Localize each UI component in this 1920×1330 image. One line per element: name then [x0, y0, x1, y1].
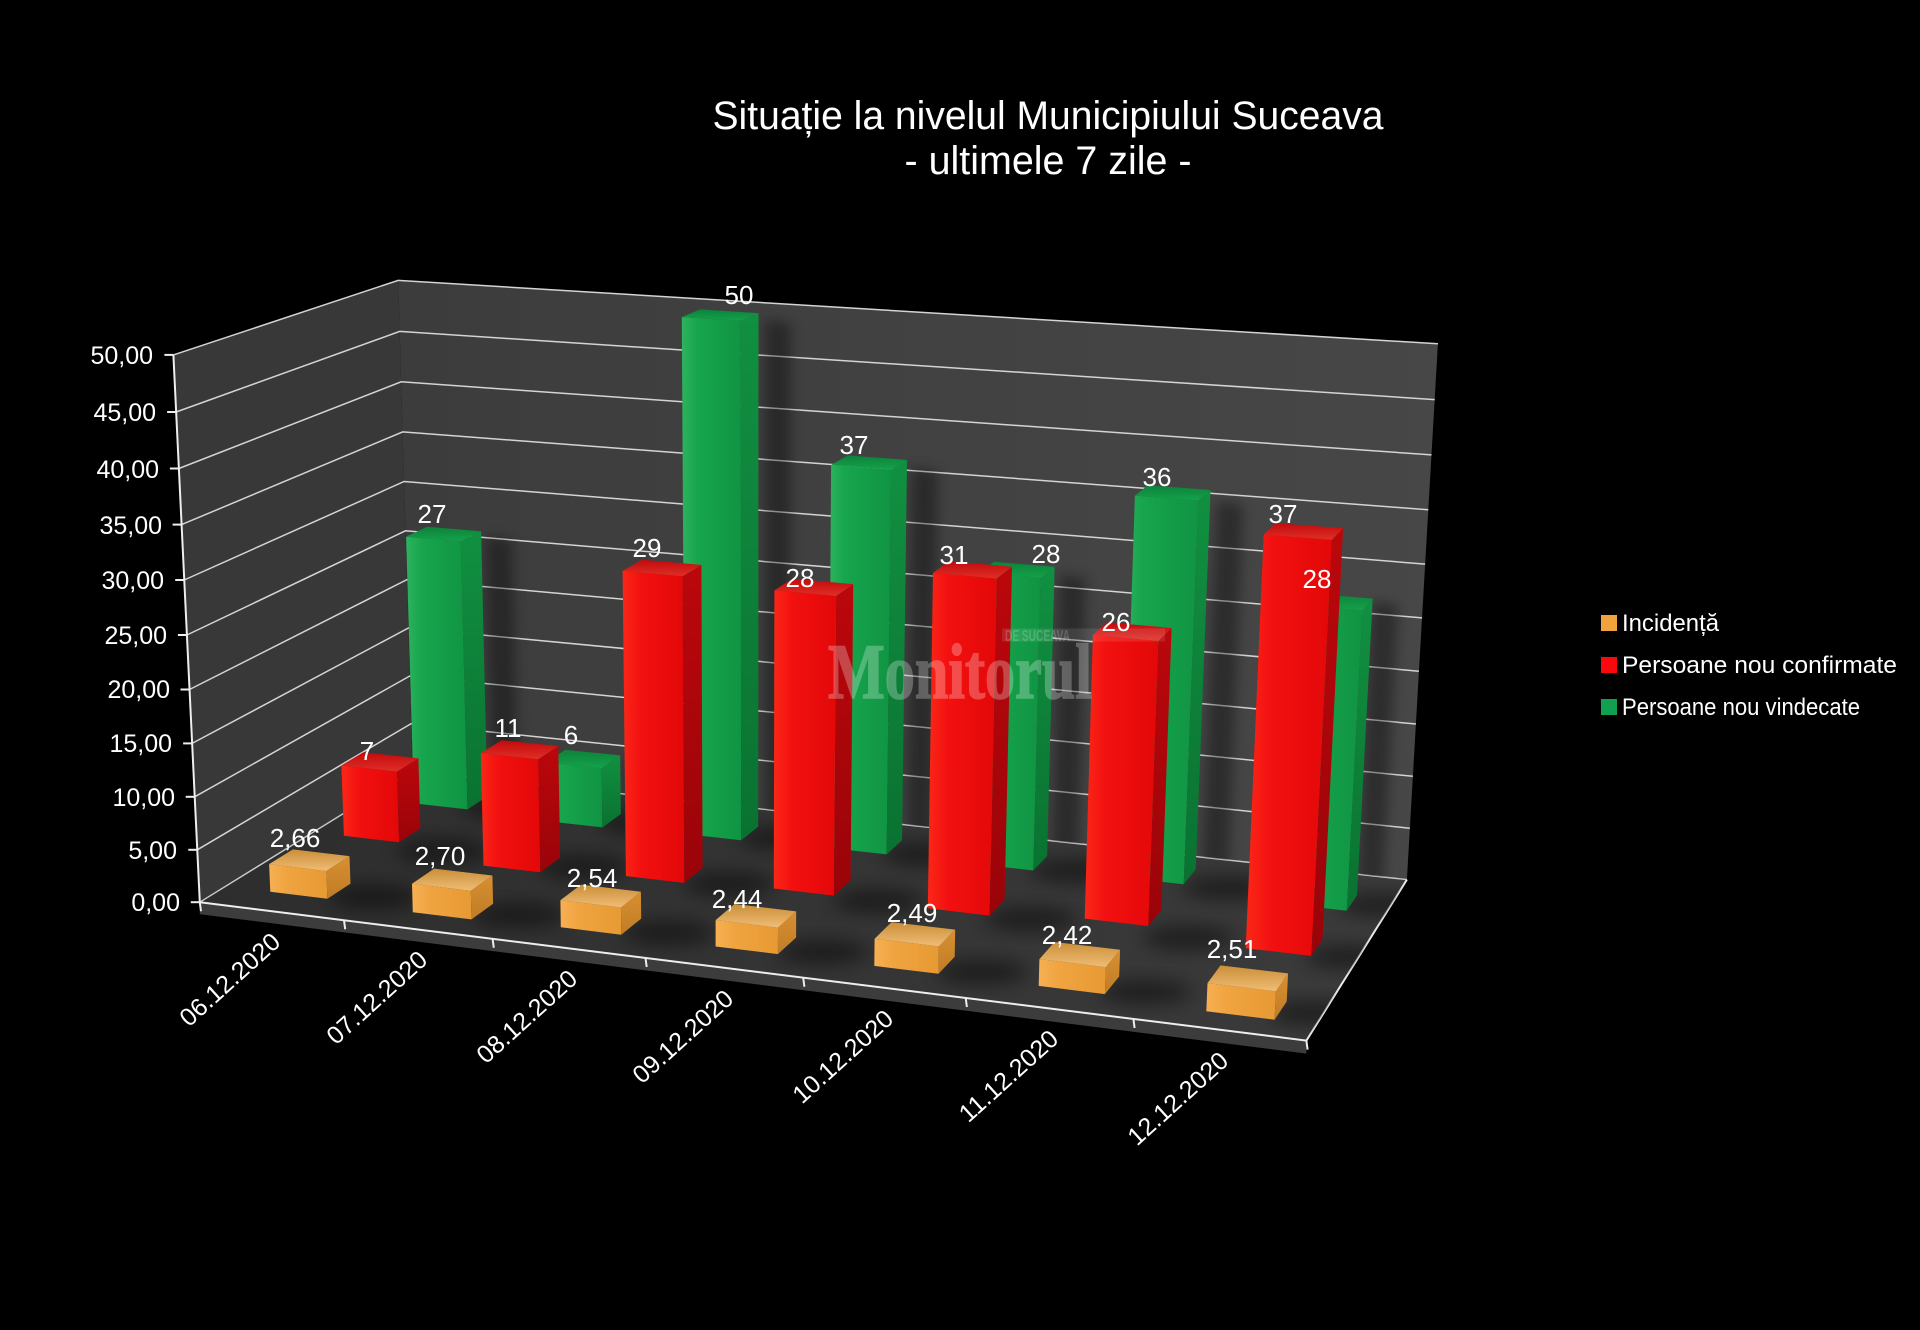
- svg-text:- ultimele 7 zile -: - ultimele 7 zile -: [905, 139, 1192, 183]
- svg-text:Monitorul: Monitorul: [828, 628, 1092, 715]
- svg-text:35,00: 35,00: [99, 512, 162, 540]
- svg-text:50: 50: [725, 280, 754, 310]
- svg-text:6: 6: [564, 720, 578, 750]
- svg-text:28: 28: [1303, 564, 1332, 594]
- svg-text:2,42: 2,42: [1042, 920, 1093, 950]
- svg-text:45,00: 45,00: [93, 399, 156, 427]
- svg-text:2,51: 2,51: [1207, 934, 1258, 964]
- svg-text:DE SUCEAVA: DE SUCEAVA: [1005, 628, 1070, 645]
- svg-text:25,00: 25,00: [104, 622, 167, 650]
- svg-text:15,00: 15,00: [109, 730, 172, 758]
- svg-text:Incidență: Incidență: [1622, 610, 1720, 637]
- svg-text:Situație la nivelul Municipiul: Situație la nivelul Municipiului Suceava: [713, 94, 1385, 138]
- svg-text:2,70: 2,70: [415, 841, 466, 871]
- svg-text:29: 29: [633, 533, 662, 563]
- svg-text:28: 28: [1032, 539, 1061, 569]
- svg-text:27: 27: [418, 499, 447, 529]
- svg-text:2,54: 2,54: [567, 863, 618, 893]
- svg-text:20,00: 20,00: [107, 676, 170, 704]
- svg-text:7: 7: [360, 736, 374, 766]
- svg-text:5,00: 5,00: [128, 837, 177, 865]
- svg-text:50,00: 50,00: [90, 342, 153, 370]
- svg-text:40,00: 40,00: [96, 456, 159, 484]
- svg-text:26: 26: [1102, 607, 1131, 637]
- svg-text:30,00: 30,00: [101, 567, 164, 595]
- svg-text:Persoane nou confirmate: Persoane nou confirmate: [1622, 652, 1897, 679]
- svg-text:31: 31: [940, 540, 969, 570]
- svg-text:10,00: 10,00: [112, 784, 175, 812]
- svg-text:28: 28: [786, 563, 815, 593]
- svg-text:37: 37: [1269, 499, 1298, 529]
- svg-text:Persoane nou vindecate: Persoane nou vindecate: [1622, 694, 1860, 721]
- svg-text:36: 36: [1143, 462, 1172, 492]
- svg-text:37: 37: [840, 430, 869, 460]
- svg-text:2,49: 2,49: [887, 898, 938, 928]
- svg-text:2,66: 2,66: [270, 823, 321, 853]
- svg-text:11: 11: [495, 713, 522, 743]
- svg-text:0,00: 0,00: [131, 889, 180, 917]
- svg-text:2,44: 2,44: [712, 884, 763, 914]
